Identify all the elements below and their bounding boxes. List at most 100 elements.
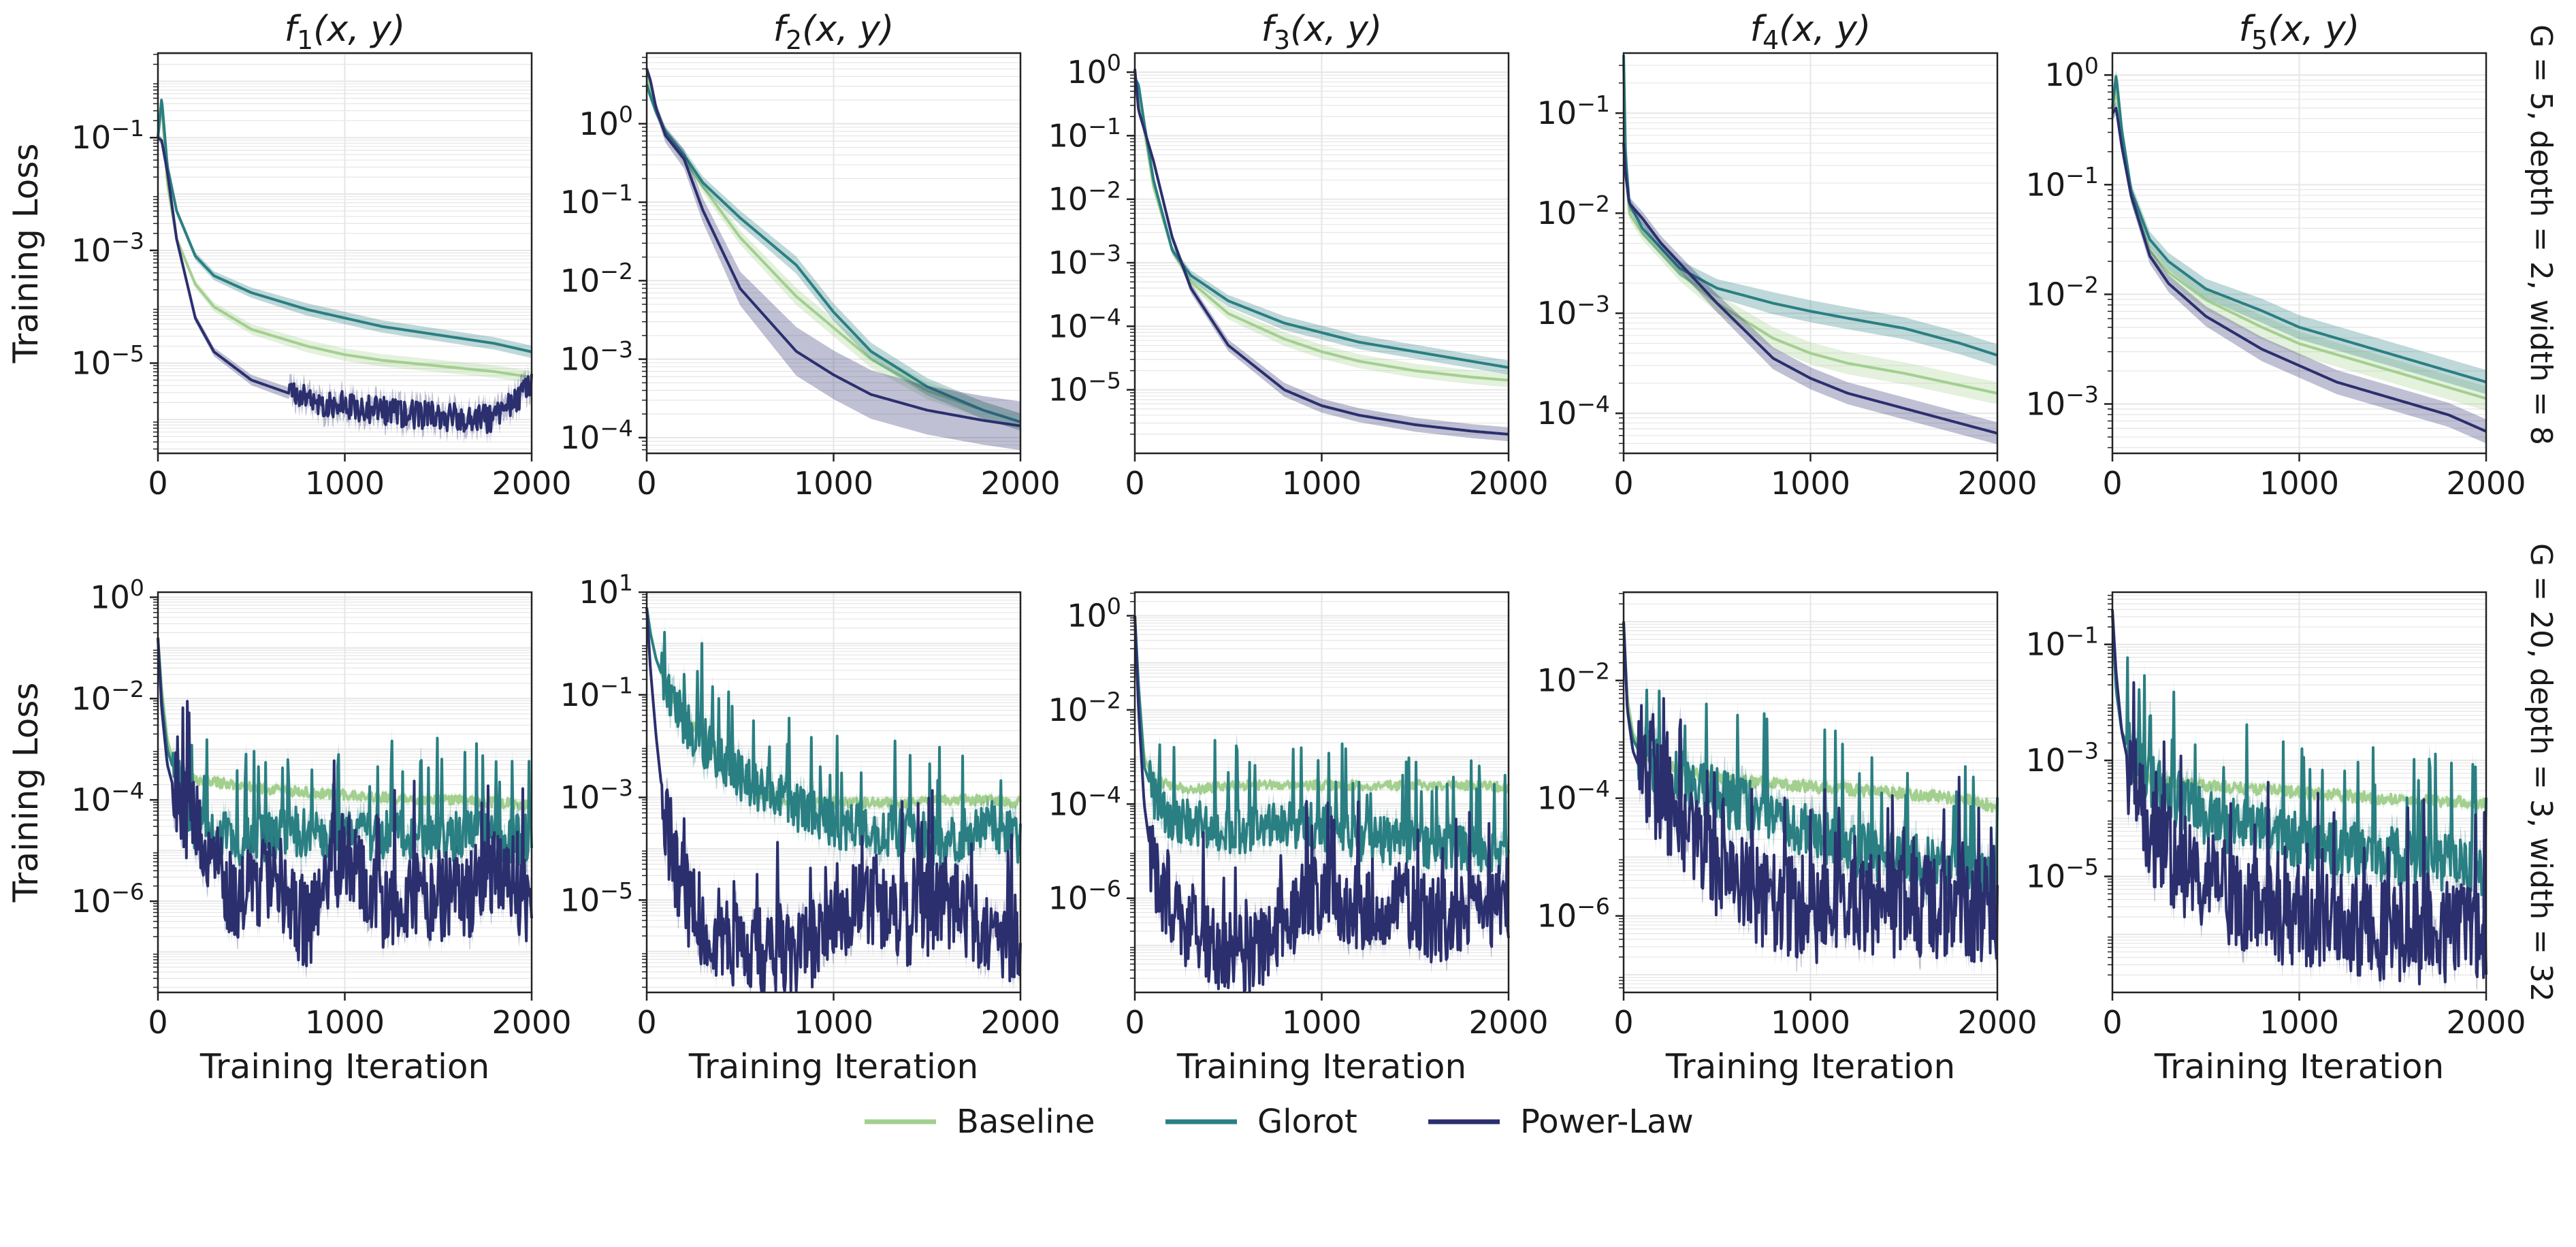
x-tick-label: 0 bbox=[1613, 465, 1633, 502]
row-label-top-text: G = 5, depth = 2, width = 8 bbox=[2524, 25, 2558, 445]
legend-item-glorot: Glorot bbox=[1165, 1103, 1357, 1141]
series-line-power-law bbox=[157, 136, 533, 434]
y-tick-label: 100 bbox=[579, 101, 633, 142]
y-tick-label: 10−5 bbox=[560, 877, 633, 918]
series-line-power-law bbox=[645, 68, 1021, 427]
x-axis-label: Training Iteration bbox=[1176, 1047, 1466, 1086]
x-tick-label: 2000 bbox=[1957, 1004, 2037, 1041]
x-axis-label: Training Iteration bbox=[688, 1047, 978, 1086]
panel-title: f2(x, y) bbox=[773, 9, 895, 55]
x-axis-label: Training Iteration bbox=[2154, 1047, 2444, 1086]
x-tick-label: 0 bbox=[2102, 1004, 2122, 1041]
panel-1-4: 0 1000 2000 10−1 10−2 10−3 10−4 f4(x, y) bbox=[1537, 9, 2038, 502]
y-tick-label: 10−4 bbox=[560, 415, 633, 456]
series-band-glorot bbox=[2112, 69, 2486, 395]
series-line-power-law bbox=[1622, 143, 1998, 435]
y-tick-label: 10−2 bbox=[1048, 687, 1121, 728]
y-tick-label: 10−4 bbox=[1048, 304, 1121, 344]
y-tick-label: 10−3 bbox=[1048, 240, 1121, 281]
x-tick-label: 2000 bbox=[492, 1004, 571, 1041]
y-tick-label: 10−3 bbox=[2026, 738, 2099, 779]
series-line-power-law bbox=[2111, 609, 2488, 986]
series-line-glorot bbox=[2111, 75, 2487, 384]
panel-1-1: 0 1000 2000 10−1 10−3 10−5 f1(x, y) Training Lo… bbox=[6, 9, 572, 502]
x-tick-label: 1000 bbox=[2259, 465, 2339, 502]
x-tick-label: 0 bbox=[2102, 465, 2122, 502]
x-tick-label: 2000 bbox=[980, 465, 1060, 502]
panel-1-5: 0 1000 2000 100 10−1 10−2 10−3 f5(x, y) bbox=[2026, 9, 2526, 502]
y-tick-label: 10−6 bbox=[1537, 893, 1610, 934]
y-tick-label: 10−2 bbox=[2026, 272, 2099, 312]
x-tick-label: 1000 bbox=[2259, 1004, 2339, 1041]
x-tick-label: 0 bbox=[1125, 465, 1144, 502]
legend-label-baseline: Baseline bbox=[956, 1103, 1095, 1141]
x-tick-label: 1000 bbox=[1282, 465, 1362, 502]
x-tick-label: 2000 bbox=[1957, 465, 2037, 502]
series-line-power-law bbox=[1622, 621, 1999, 965]
legend-label-power-law: Power-Law bbox=[1520, 1103, 1694, 1141]
y-tick-label: 10−4 bbox=[1048, 781, 1121, 822]
row-label-bottom-text: G = 20, depth = 3, width = 32 bbox=[2524, 543, 2558, 1002]
y-tick-label: 10−1 bbox=[2026, 621, 2099, 662]
x-tick-label: 0 bbox=[148, 465, 167, 502]
x-tick-label: 2000 bbox=[1468, 1004, 1548, 1041]
series-line-power-law bbox=[2111, 106, 2487, 433]
panel-2-2: 0 1000 2000 101 10−1 10−3 10−5 Training Iterati… bbox=[560, 570, 1061, 1086]
x-tick-label: 0 bbox=[1125, 1004, 1144, 1041]
series-line-baseline bbox=[645, 76, 1021, 423]
y-tick-label: 10−3 bbox=[560, 336, 633, 377]
y-tick-label: 10−3 bbox=[560, 775, 633, 815]
series-band-baseline bbox=[1135, 81, 1509, 387]
series-line-glorot bbox=[1133, 78, 1509, 369]
y-tick-label: 100 bbox=[1067, 50, 1121, 91]
series-line-baseline bbox=[157, 103, 532, 379]
y-tick-label: 10−3 bbox=[71, 227, 144, 268]
x-tick-label: 1000 bbox=[305, 1004, 385, 1041]
y-tick-label: 10−2 bbox=[1537, 191, 1610, 231]
series-line-power-law bbox=[645, 607, 1022, 993]
y-axis-label: Training Loss bbox=[6, 144, 46, 364]
series-line-power-law bbox=[1133, 615, 1510, 993]
y-tick-label: 10−4 bbox=[1537, 775, 1610, 816]
x-tick-label: 2000 bbox=[492, 465, 571, 502]
legend-item-power-law: Power-Law bbox=[1428, 1103, 1694, 1141]
panel-title: f1(x, y) bbox=[285, 9, 406, 55]
y-tick-label: 10−6 bbox=[71, 879, 144, 920]
row-label-top: G = 5, depth = 2, width = 8 bbox=[2524, 25, 2558, 445]
panel-2-5: 0 1000 2000 10−1 10−3 10−5 Training Iteration bbox=[2026, 591, 2526, 1086]
y-tick-label: 10−1 bbox=[560, 180, 633, 221]
x-tick-label: 2000 bbox=[2446, 1004, 2526, 1041]
series-band-power-law bbox=[1624, 618, 1997, 977]
x-axis-label: Training Iteration bbox=[199, 1047, 489, 1086]
series-line-power-law bbox=[1133, 69, 1509, 436]
x-tick-label: 1000 bbox=[794, 465, 873, 502]
y-tick-label: 10−2 bbox=[560, 258, 633, 299]
y-tick-label: 100 bbox=[2044, 52, 2099, 93]
series-line-power-law bbox=[157, 637, 533, 968]
panel-2-4: 0 1000 2000 10−2 10−4 10−6 Training Iteration bbox=[1537, 591, 2038, 1086]
series-line-glorot bbox=[645, 84, 1021, 423]
series-band-power-law bbox=[647, 64, 1020, 451]
x-tick-label: 2000 bbox=[980, 1004, 1060, 1041]
y-tick-label: 10−1 bbox=[1537, 91, 1610, 131]
y-tick-label: 10−5 bbox=[1048, 367, 1121, 408]
x-tick-label: 0 bbox=[1613, 1004, 1633, 1041]
y-tick-label: 10−1 bbox=[1048, 113, 1121, 154]
x-tick-label: 0 bbox=[637, 1004, 656, 1041]
panel-2-1: 0 1000 2000 100 10−2 10−4 10−6 Training Loss Tra… bbox=[6, 574, 572, 1086]
legend-item-baseline: Baseline bbox=[865, 1103, 1095, 1141]
series-line-baseline bbox=[157, 637, 532, 811]
series-band-glorot bbox=[158, 634, 532, 877]
y-tick-label: 10−1 bbox=[2026, 162, 2099, 203]
x-tick-label: 0 bbox=[148, 1004, 167, 1041]
panel-1-2: 0 1000 2000 100 10−1 10−2 10−3 10−4 f2(x, y) bbox=[560, 9, 1061, 502]
y-tick-label: 10−5 bbox=[2026, 854, 2099, 894]
y-tick-label: 101 bbox=[579, 570, 633, 611]
y-tick-label: 10−4 bbox=[1537, 391, 1610, 432]
y-tick-label: 10−4 bbox=[71, 777, 144, 818]
y-tick-label: 10−6 bbox=[1048, 875, 1121, 916]
x-tick-label: 2000 bbox=[2446, 465, 2526, 502]
legend: Baseline Glorot Power-Law bbox=[865, 1103, 1694, 1141]
y-tick-label: 10−2 bbox=[1048, 176, 1121, 217]
